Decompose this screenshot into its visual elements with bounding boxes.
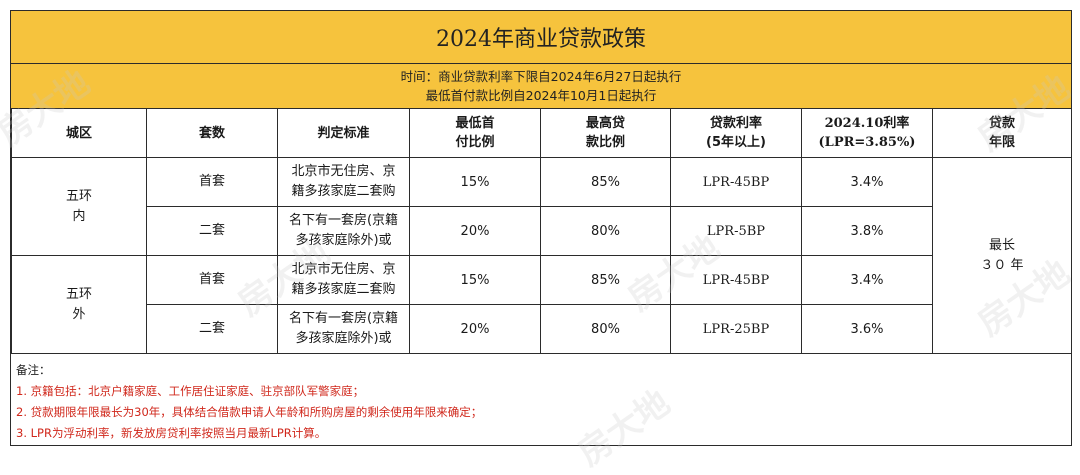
row-down-payment: 20% (409, 206, 541, 256)
note-item: 3. LPR为浮动利率，新发放房贷利率按照当月最新LPR计算。 (16, 426, 327, 440)
row-count: 二套 (146, 304, 278, 354)
district-inner: 五环 内 (11, 157, 147, 256)
row-rate-oct: 3.4% (801, 157, 933, 207)
table-row: 五环 外 首套 北京市无住房、京 籍多孩家庭二套购 15% 85% LPR-45… (11, 255, 1072, 354)
note-item: 1. 京籍包括：北京户籍家庭、工作居住证家庭、驻京部队军警家庭； (16, 384, 365, 398)
header-rate-oct: 2024.10利率 (LPR=3.85%) (801, 108, 933, 158)
header-rate: 贷款利率 (5年以上) (670, 108, 802, 158)
policy-table-sheet: 2024年商业贷款政策 时间：商业贷款利率下限自2024年6月27日起执行 最低… (0, 10, 1077, 474)
notes-label: 备注： (16, 363, 51, 377)
row-count: 二套 (146, 206, 278, 256)
subtitle-line-2: 最低首付款比例自2024年10月1日起执行 (425, 88, 657, 103)
notes-section: 备注： 1. 京籍包括：北京户籍家庭、工作居住证家庭、驻京部队军警家庭； 2. … (11, 354, 1071, 446)
row-rate-oct: 3.4% (801, 255, 933, 305)
note-item: 2. 贷款期限年限最长为30年，具体结合借款申请人年龄和所购房屋的剩余使用年限来… (16, 405, 483, 419)
header-count: 套数 (146, 108, 278, 158)
loan-term: 最长 ３０ 年 (932, 157, 1072, 354)
row-criteria: 北京市无住房、京 籍多孩家庭二套购 (277, 157, 410, 207)
district-outer: 五环 外 (11, 255, 147, 354)
header-criteria: 判定标准 (277, 108, 410, 158)
row-down-payment: 15% (409, 157, 541, 207)
row-rate-oct: 3.8% (801, 206, 933, 256)
row-rate: LPR-5BP (670, 206, 802, 256)
row-down-payment: 20% (409, 304, 541, 354)
subtitle-line-1: 时间：商业贷款利率下限自2024年6月27日起执行 (400, 69, 682, 84)
row-rate: LPR-45BP (670, 157, 802, 207)
row-rate-oct: 3.6% (801, 304, 933, 354)
row-criteria: 名下有一套房(京籍 多孩家庭除外)或 (277, 206, 410, 256)
table-row: 五环 内 首套 北京市无住房、京 籍多孩家庭二套购 15% 85% LPR-45… (11, 157, 1072, 354)
loan-policy-table: 城区 套数 判定标准 最低首 付比例 最高贷 款比例 贷款利率 (5年以上) 2… (11, 108, 1072, 354)
row-count: 首套 (146, 157, 278, 207)
header-term: 贷款 年限 (932, 108, 1072, 158)
row-down-payment: 15% (409, 255, 541, 305)
row-max-loan: 85% (540, 255, 671, 305)
header-max-loan: 最高贷 款比例 (540, 108, 671, 158)
effective-date-banner: 时间：商业贷款利率下限自2024年6月27日起执行 最低首付款比例自2024年1… (11, 64, 1071, 109)
page-title: 2024年商业贷款政策 (11, 11, 1071, 64)
row-max-loan: 80% (540, 206, 671, 256)
row-criteria: 名下有一套房(京籍 多孩家庭除外)或 (277, 304, 410, 354)
header-district: 城区 (11, 108, 147, 158)
table-row: 二套 名下有一套房(京籍 多孩家庭除外)或 20% 80% LPR-5BP 3.… (12, 206, 1072, 256)
row-max-loan: 85% (540, 157, 671, 207)
row-rate: LPR-25BP (670, 304, 802, 354)
header-down-payment: 最低首 付比例 (409, 108, 541, 158)
row-rate: LPR-45BP (670, 255, 802, 305)
table-header-row: 城区 套数 判定标准 最低首 付比例 最高贷 款比例 贷款利率 (5年以上) 2… (11, 108, 1072, 158)
table-row: 二套 名下有一套房(京籍 多孩家庭除外)或 20% 80% LPR-25BP 3… (12, 304, 1072, 354)
row-max-loan: 80% (540, 304, 671, 354)
row-criteria: 北京市无住房、京 籍多孩家庭二套购 (277, 255, 410, 305)
row-count: 首套 (146, 255, 278, 305)
